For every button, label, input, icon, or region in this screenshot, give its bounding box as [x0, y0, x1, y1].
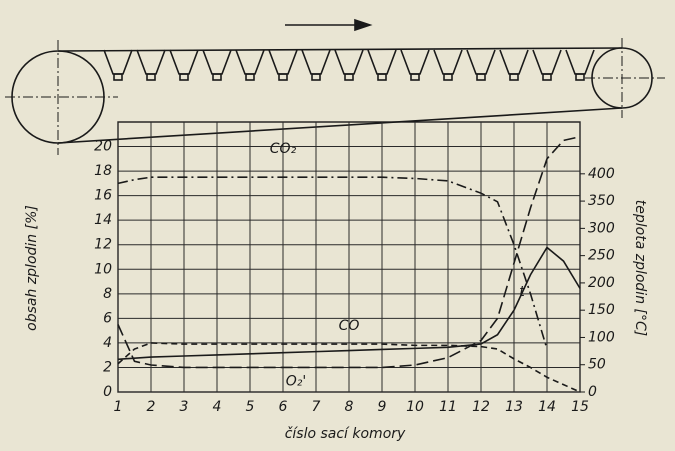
x-tick-label: 12 — [472, 399, 490, 415]
y2-axis-label: teplota zplodin [°C] — [632, 200, 648, 336]
x-tick-label: 3 — [180, 399, 189, 415]
x-tick-label: 8 — [345, 399, 354, 415]
hopper — [499, 49, 529, 75]
hopper-outlet — [542, 73, 552, 81]
hopper — [367, 49, 397, 75]
y-tick-label: 18 — [94, 163, 112, 179]
hopper — [301, 49, 331, 75]
hoppers — [103, 49, 595, 81]
y-tick-label: 6 — [103, 310, 112, 326]
x-tick-label: 2 — [147, 399, 156, 415]
series-label: CO₂ — [270, 141, 297, 157]
hopper — [334, 49, 364, 75]
hopper — [532, 49, 562, 75]
y2-tick-label: 300 — [588, 220, 615, 236]
hopper-outlet — [113, 73, 123, 81]
hopper-outlet — [443, 73, 453, 81]
hopper — [466, 49, 496, 75]
x-tick-label: 5 — [246, 399, 255, 415]
hopper-outlet — [245, 73, 255, 81]
y2-tick-label: 250 — [588, 248, 615, 264]
series-line — [117, 135, 581, 369]
series-line — [117, 176, 548, 350]
hopper — [136, 49, 166, 75]
y-tick-label: 14 — [94, 212, 112, 228]
y2-tick-label: 150 — [588, 302, 615, 318]
y2-tick-label: 100 — [588, 329, 615, 345]
series-label: CO — [339, 318, 360, 334]
hopper — [565, 49, 595, 75]
y2-tick-label: 200 — [588, 275, 615, 291]
hopper-outlet — [278, 73, 288, 81]
hopper-outlet — [377, 73, 387, 81]
y2-tick-label: 400 — [588, 166, 615, 182]
hopper — [433, 49, 463, 75]
x-tick-label: 10 — [406, 399, 424, 415]
x-tick-label: 11 — [439, 399, 457, 415]
x-tick-label: 9 — [378, 399, 387, 415]
x-tick-label: 15 — [571, 399, 589, 415]
hopper-outlet — [344, 73, 354, 81]
y-tick-label: 10 — [94, 261, 112, 277]
hopper-outlet — [575, 73, 585, 81]
hopper-outlet — [476, 73, 486, 81]
conveyor-drawing — [5, 18, 665, 155]
x-tick-label: 7 — [312, 399, 321, 415]
y-tick-label: 16 — [94, 188, 112, 204]
hopper — [202, 49, 232, 75]
hopper-outlet — [179, 73, 189, 81]
series-label: t — [519, 284, 525, 300]
series-label: O₂' — [286, 373, 306, 389]
hopper-outlet — [410, 73, 420, 81]
hopper — [169, 49, 199, 75]
x-tick-label: 1 — [114, 399, 123, 415]
y-tick-label: 20 — [94, 139, 112, 155]
hopper-outlet — [509, 73, 519, 81]
hopper — [400, 49, 430, 75]
x-axis-label: číslo sací komory — [285, 426, 406, 442]
hopper-outlet — [146, 73, 156, 81]
y2-tick-label: 50 — [588, 357, 606, 373]
hopper-outlet — [311, 73, 321, 81]
x-tick-label: 6 — [279, 399, 288, 415]
y-tick-label: 2 — [103, 359, 112, 375]
x-tick-label: 13 — [505, 399, 523, 415]
hopper — [235, 49, 265, 75]
y-axis-label: obsah zplodin [%] — [24, 205, 40, 331]
y2-tick-label: 0 — [588, 384, 597, 400]
series-line — [117, 246, 581, 361]
x-tick-label: 14 — [538, 399, 556, 415]
y-tick-label: 12 — [94, 237, 112, 253]
y2-tick-label: 350 — [588, 193, 615, 209]
hopper-outlet — [212, 73, 222, 81]
x-tick-label: 4 — [213, 399, 222, 415]
hopper — [103, 49, 133, 75]
y-tick-label: 8 — [103, 286, 112, 302]
series-line — [117, 342, 581, 393]
y-tick-label: 0 — [103, 384, 112, 400]
y-tick-label: 4 — [103, 335, 112, 351]
hopper — [268, 49, 298, 75]
